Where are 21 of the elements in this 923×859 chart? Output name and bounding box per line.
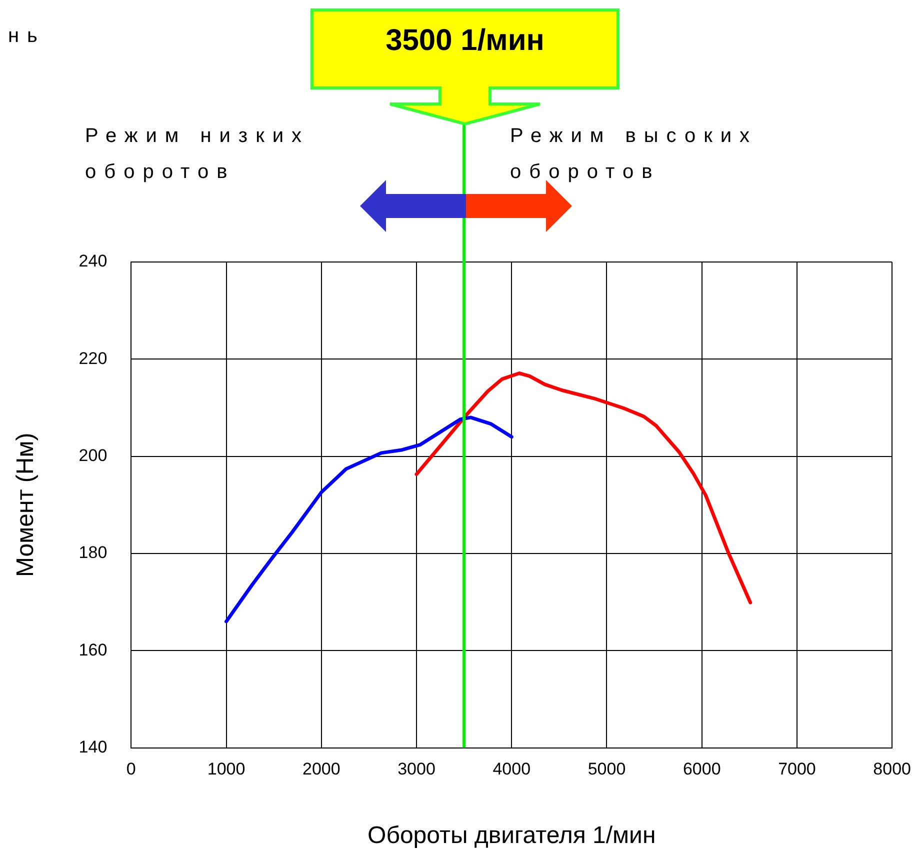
x-tick-label: 5000 bbox=[588, 760, 626, 779]
x-tick-label: 6000 bbox=[682, 760, 721, 779]
x-axis-title: Обороты двигателя 1/мин bbox=[368, 822, 656, 850]
y-tick-label: 240 bbox=[78, 252, 108, 271]
x-tick-label: 8000 bbox=[873, 760, 912, 779]
y-tick-label: 140 bbox=[78, 737, 108, 756]
text: Режим высоких оборотов bbox=[510, 124, 758, 185]
text: нь bbox=[8, 24, 46, 49]
text: Режим низких оборотов bbox=[85, 124, 311, 185]
y-tick-label: 220 bbox=[78, 348, 108, 368]
x-tick-label: 7000 bbox=[778, 760, 816, 779]
y-tick-label: 180 bbox=[78, 543, 108, 562]
ref-line-label: 3500 1/мин bbox=[384, 24, 546, 58]
x-tick-label: 2000 bbox=[302, 760, 340, 779]
x-tick-label: 1000 bbox=[207, 760, 246, 779]
x-tick-label: 4000 bbox=[492, 760, 531, 779]
y-tick-label: 160 bbox=[78, 640, 108, 660]
x-tick-label: 0 bbox=[126, 760, 136, 779]
y-axis-title: Момент (Нм) bbox=[12, 432, 40, 577]
y-tick-label: 200 bbox=[78, 446, 108, 466]
x-tick-label: 3000 bbox=[398, 760, 436, 779]
